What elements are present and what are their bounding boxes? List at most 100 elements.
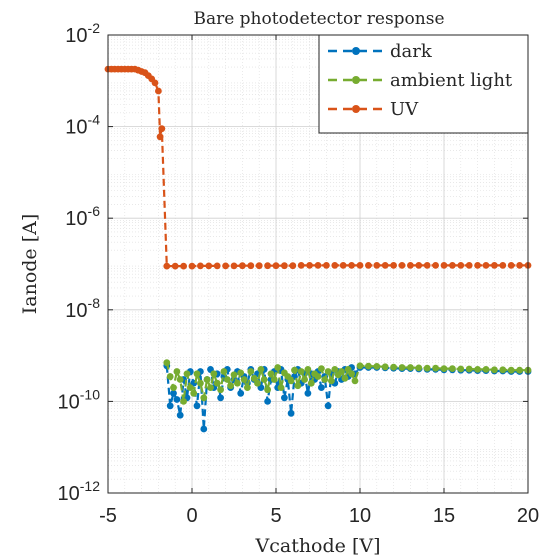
chart-title: Bare photodetector response xyxy=(193,9,444,29)
data-point-uv xyxy=(172,263,179,270)
data-point-uv xyxy=(491,262,498,269)
data-point-ambient-light xyxy=(278,384,285,391)
data-point-uv xyxy=(348,262,355,269)
data-point-ambient-light xyxy=(227,382,234,389)
data-point-dark xyxy=(237,390,244,397)
data-point-ambient-light xyxy=(274,364,281,371)
data-point-ambient-light xyxy=(237,370,244,377)
data-point-uv xyxy=(499,262,506,269)
data-point-uv xyxy=(474,262,481,269)
legend-label: UV xyxy=(390,99,419,120)
data-point-ambient-light xyxy=(190,390,197,397)
data-point-ambient-light xyxy=(516,367,523,374)
legend-marker xyxy=(352,76,360,84)
data-point-ambient-light xyxy=(291,367,298,374)
y-axis-label: Ianode [A] xyxy=(19,214,41,315)
data-point-dark xyxy=(305,390,312,397)
data-point-uv xyxy=(508,262,515,269)
data-point-ambient-light xyxy=(338,368,345,375)
data-point-ambient-light xyxy=(214,380,221,387)
data-point-uv xyxy=(256,262,263,269)
data-point-ambient-light xyxy=(194,370,201,377)
data-point-uv xyxy=(399,262,406,269)
data-point-ambient-light xyxy=(174,368,181,375)
data-point-uv xyxy=(457,262,464,269)
data-point-uv xyxy=(281,262,288,269)
data-point-ambient-light xyxy=(457,366,464,373)
data-point-ambient-light xyxy=(399,364,406,371)
data-point-dark xyxy=(167,402,174,409)
data-point-ambient-light xyxy=(254,380,261,387)
data-point-dark xyxy=(318,384,325,391)
data-point-ambient-light xyxy=(415,365,422,372)
data-point-ambient-light xyxy=(441,365,448,372)
data-point-uv xyxy=(197,263,204,270)
data-point-ambient-light xyxy=(224,376,231,383)
data-point-ambient-light xyxy=(373,363,380,370)
data-point-ambient-light xyxy=(231,371,238,378)
data-point-uv xyxy=(415,262,422,269)
data-point-ambient-light xyxy=(177,376,184,383)
data-point-uv xyxy=(315,262,322,269)
data-point-ambient-light xyxy=(180,398,187,405)
legend: darkambient lightUV xyxy=(319,35,528,133)
legend-label: ambient light xyxy=(390,70,513,91)
data-point-ambient-light xyxy=(318,365,325,372)
data-point-uv xyxy=(365,262,372,269)
data-point-ambient-light xyxy=(325,368,332,375)
data-point-ambient-light xyxy=(258,366,265,373)
data-point-uv xyxy=(340,262,347,269)
data-point-uv xyxy=(424,262,431,269)
data-point-ambient-light xyxy=(449,365,456,372)
data-point-uv xyxy=(441,262,448,269)
data-point-uv xyxy=(407,262,414,269)
data-point-ambient-light xyxy=(241,376,248,383)
data-point-uv xyxy=(516,262,523,269)
data-point-uv xyxy=(152,80,159,87)
data-point-uv xyxy=(331,262,338,269)
data-point-ambient-light xyxy=(167,373,174,380)
data-point-dark xyxy=(200,426,207,433)
data-point-ambient-light xyxy=(315,373,322,380)
data-point-uv xyxy=(222,263,229,270)
legend-marker xyxy=(352,47,360,55)
data-point-uv xyxy=(231,263,238,270)
data-point-uv xyxy=(157,133,164,140)
data-point-ambient-light xyxy=(298,368,305,375)
data-point-ambient-light xyxy=(217,386,224,393)
data-point-ambient-light xyxy=(474,366,481,373)
data-point-ambient-light xyxy=(424,365,431,372)
data-point-uv xyxy=(483,262,490,269)
x-tick-label: 0 xyxy=(186,505,197,527)
x-tick-label: 5 xyxy=(270,505,281,527)
data-point-uv xyxy=(264,262,271,269)
data-point-ambient-light xyxy=(244,384,251,391)
data-point-uv xyxy=(323,262,330,269)
data-point-ambient-light xyxy=(499,366,506,373)
data-point-ambient-light xyxy=(491,366,498,373)
data-point-uv xyxy=(298,262,305,269)
data-point-uv xyxy=(432,262,439,269)
data-point-uv xyxy=(449,262,456,269)
data-point-ambient-light xyxy=(305,366,312,373)
data-point-ambient-light xyxy=(342,375,349,382)
data-point-ambient-light xyxy=(184,370,191,377)
data-point-uv xyxy=(239,262,246,269)
x-tick-label: 10 xyxy=(349,505,371,527)
data-point-ambient-light xyxy=(170,384,177,391)
data-point-uv xyxy=(205,263,212,270)
data-point-uv xyxy=(163,263,170,270)
data-point-dark xyxy=(264,398,271,405)
data-point-uv xyxy=(155,88,162,95)
data-point-uv xyxy=(306,262,313,269)
data-point-uv xyxy=(373,262,380,269)
data-point-dark xyxy=(288,410,295,417)
data-point-dark xyxy=(194,402,201,409)
data-point-uv xyxy=(357,262,364,269)
data-point-ambient-light xyxy=(348,370,355,377)
data-point-ambient-light xyxy=(200,394,207,401)
data-point-dark xyxy=(174,396,181,403)
data-point-ambient-light xyxy=(508,367,515,374)
data-point-dark xyxy=(281,394,288,401)
